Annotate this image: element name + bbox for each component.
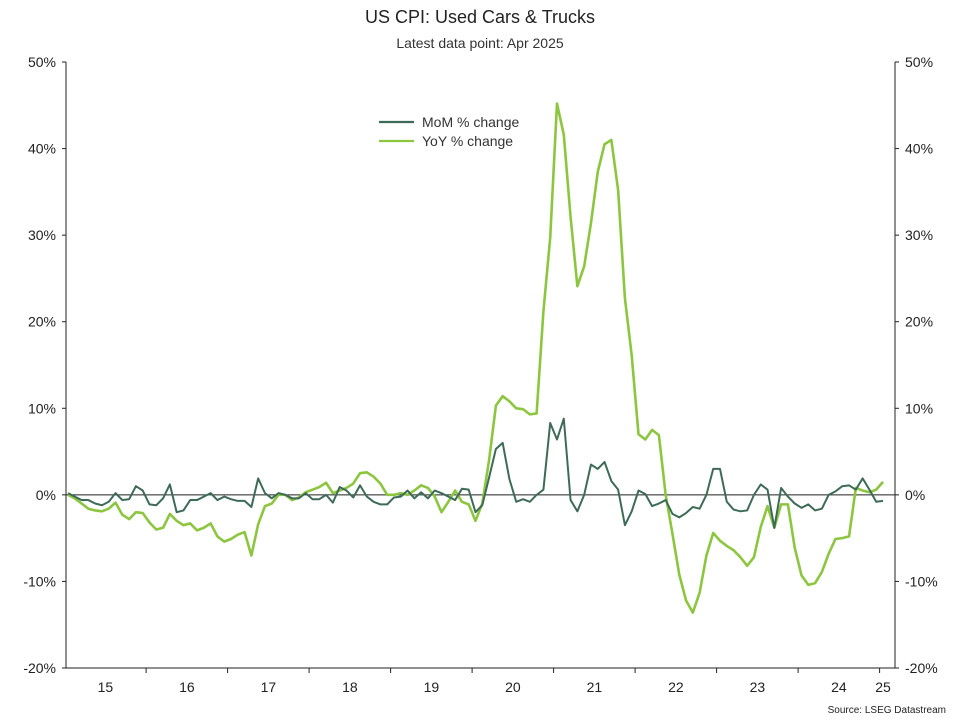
right-tick-label: -10% bbox=[905, 573, 938, 589]
legend-label-mom: MoM % change bbox=[422, 114, 519, 130]
right-axis-labels: 50% 40% 30% 20% 10% 0% -10% -20% bbox=[905, 54, 938, 676]
right-tick-label: 10% bbox=[905, 400, 933, 416]
right-tick-label: 40% bbox=[905, 141, 933, 157]
x-tick-label: 22 bbox=[668, 679, 684, 695]
series-layer bbox=[67, 102, 884, 614]
legend: MoM % change YoY % change bbox=[379, 114, 519, 149]
left-tick-label: 10% bbox=[28, 400, 56, 416]
x-tick-label: 20 bbox=[505, 679, 521, 695]
x-tick-label: 21 bbox=[587, 679, 603, 695]
x-tick-label: 19 bbox=[424, 679, 440, 695]
left-tick-label: -20% bbox=[23, 660, 56, 676]
left-tick-label: 20% bbox=[28, 314, 56, 330]
axes bbox=[62, 61, 899, 673]
x-tick-label: 25 bbox=[875, 679, 891, 695]
left-tick-label: 50% bbox=[28, 54, 56, 70]
x-tick-label: 18 bbox=[342, 679, 358, 695]
left-axis-labels: 50% 40% 30% 20% 10% 0% -10% -20% bbox=[23, 54, 56, 676]
x-axis-labels: 15 16 17 18 19 20 21 22 23 24 25 bbox=[98, 679, 891, 695]
right-tick-label: -20% bbox=[905, 660, 938, 676]
x-tick-label: 23 bbox=[750, 679, 766, 695]
right-tick-label: 0% bbox=[905, 487, 925, 503]
yoy-series-line bbox=[67, 102, 884, 614]
mom-series-line bbox=[67, 417, 884, 529]
right-tick-label: 20% bbox=[905, 314, 933, 330]
left-tick-label: 0% bbox=[36, 487, 56, 503]
x-tick-label: 24 bbox=[831, 679, 847, 695]
left-tick-label: 40% bbox=[28, 141, 56, 157]
right-tick-label: 50% bbox=[905, 54, 933, 70]
chart-subtitle: Latest data point: Apr 2025 bbox=[396, 35, 564, 51]
legend-label-yoy: YoY % change bbox=[422, 133, 513, 149]
x-tick-label: 17 bbox=[261, 679, 277, 695]
chart-title: US CPI: Used Cars & Trucks bbox=[365, 7, 595, 27]
left-tick-label: -10% bbox=[23, 573, 56, 589]
right-tick-label: 30% bbox=[905, 227, 933, 243]
x-tick-label: 16 bbox=[179, 679, 195, 695]
left-tick-label: 30% bbox=[28, 227, 56, 243]
x-tick-label: 15 bbox=[98, 679, 114, 695]
source-note: Source: LSEG Datastream bbox=[828, 705, 946, 716]
